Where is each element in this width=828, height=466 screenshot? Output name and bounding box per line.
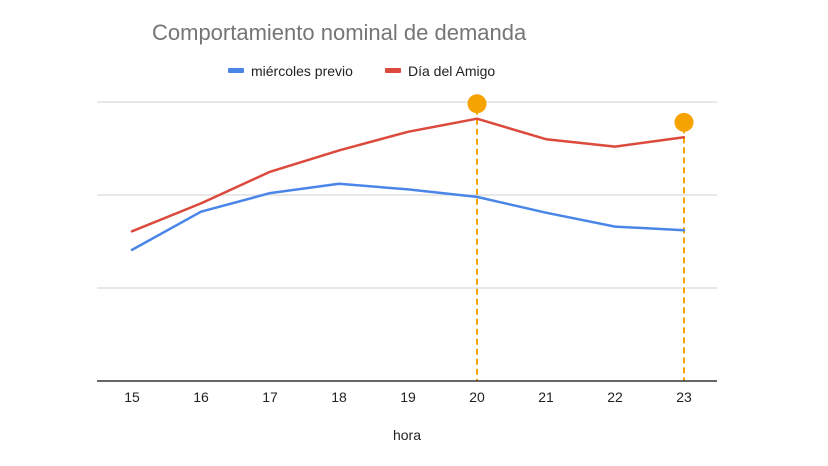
series-line-dia-del-amigo bbox=[130, 117, 686, 233]
x-tick-label-23: 23 bbox=[676, 389, 692, 405]
legend-swatch-miercoles-previo bbox=[228, 68, 244, 73]
legend-label-miercoles-previo: miércoles previo bbox=[251, 63, 353, 79]
annotation-marker-23 bbox=[674, 112, 694, 132]
x-tick-label-15: 15 bbox=[124, 389, 140, 405]
legend-label-dia-del-amigo: Día del Amigo bbox=[408, 63, 495, 79]
gridlines bbox=[97, 101, 717, 289]
x-tick-labels: 15 16 17 18 19 20 21 22 23 bbox=[124, 389, 692, 405]
x-tick-label-20: 20 bbox=[469, 389, 485, 405]
chart-title: Comportamiento nominal de demanda bbox=[152, 20, 527, 45]
legend-swatch-dia-del-amigo bbox=[385, 68, 401, 73]
x-tick-label-18: 18 bbox=[331, 389, 347, 405]
annotation-markers bbox=[467, 94, 694, 381]
annotation-marker-20 bbox=[467, 94, 487, 114]
x-tick-label-19: 19 bbox=[400, 389, 416, 405]
series-lines bbox=[130, 117, 686, 252]
chart-legend: miércoles previo Día del Amigo bbox=[228, 63, 495, 79]
x-tick-label-16: 16 bbox=[193, 389, 209, 405]
x-axis-label: hora bbox=[393, 427, 421, 443]
x-tick-label-22: 22 bbox=[607, 389, 623, 405]
x-tick-label-17: 17 bbox=[262, 389, 278, 405]
x-tick-label-21: 21 bbox=[538, 389, 554, 405]
series-line-miercoles-previo bbox=[130, 182, 686, 252]
